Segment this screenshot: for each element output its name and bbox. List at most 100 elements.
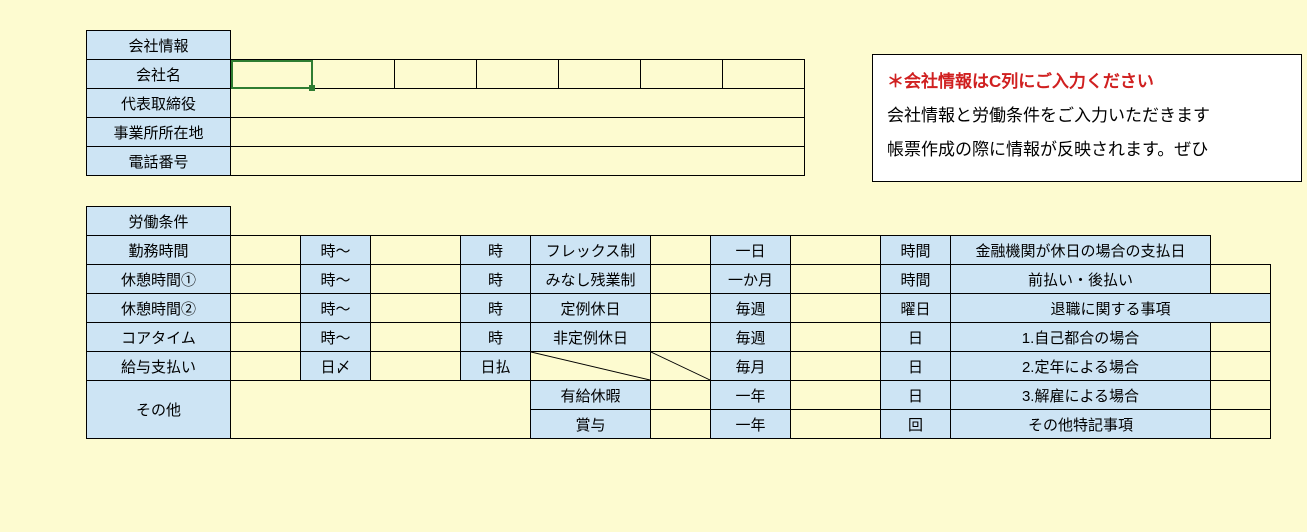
label-yearly2: 一年 [711,410,791,439]
label-month: 一か月 [711,265,791,294]
cell-wh-to[interactable] [371,236,461,265]
label-work-hours: 勤務時間 [87,236,231,265]
cell-b1-from[interactable] [231,265,301,294]
unit-days-2: 日 [881,352,951,381]
unit-days-1: 日 [881,323,951,352]
cell-monthly[interactable] [791,352,881,381]
cell-paidleave[interactable] [651,381,711,410]
unit-hto-1: 時 [461,236,531,265]
unit-hto-3: 時 [461,294,531,323]
cell-prepost[interactable] [1211,265,1271,294]
cell-b2-to[interactable] [371,294,461,323]
cell-irroff[interactable] [651,323,711,352]
note-line3: 帳票作成の際に情報が反映されます。ぜひ [887,133,1287,167]
cell-phone[interactable] [231,147,805,176]
unit-days-3: 日 [881,381,951,410]
label-deemed: みなし残業制 [531,265,651,294]
cell-r2[interactable] [1211,352,1271,381]
cell-c5[interactable] [559,60,641,89]
row-break2: 休憩時間② 時～ 時 定例休日 毎週 曜日 退職に関する事項 [87,294,1271,323]
cell-other-notes[interactable] [1211,410,1271,439]
unit-hfrom-1: 時～ [301,236,371,265]
cell-deemed[interactable] [651,265,711,294]
cell-pay-day[interactable] [371,352,461,381]
cell-weekly1[interactable] [791,294,881,323]
unit-dpay: 日払 [461,352,531,381]
cell-yearly1[interactable] [791,381,881,410]
cell-core-to[interactable] [371,323,461,352]
unit-hfrom-4: 時～ [301,323,371,352]
company-rows-table: 会社名 代表取締役 事業所所在地 電話番号 [86,59,805,176]
label-weekly2: 毎週 [711,323,791,352]
label-core: コアタイム [87,323,231,352]
label-break2: 休憩時間② [87,294,231,323]
label-other: その他 [87,381,231,439]
label-day: 一日 [711,236,791,265]
instruction-note: ＊会社情報はC列にご入力ください 会社情報と労働条件をご入力いただきます 帳票作… [872,54,1302,182]
cell-b2-from[interactable] [231,294,301,323]
cell-address[interactable] [231,118,805,147]
work-section-title-table: 労働条件 [86,206,231,236]
unit-weekday: 曜日 [881,294,951,323]
unit-hto-2: 時 [461,265,531,294]
unit-hfrom-2: 時～ [301,265,371,294]
label-weekly1: 毎週 [711,294,791,323]
cell-month[interactable] [791,265,881,294]
label-phone: 電話番号 [87,147,231,176]
row-break1: 休憩時間① 時～ 時 みなし残業制 一か月 時間 前払い・後払い [87,265,1271,294]
cell-wh-from[interactable] [231,236,301,265]
row-work-hours: 勤務時間 時～ 時 フレックス制 一日 時間 金融機関が休日の場合の支払日 [87,236,1271,265]
cell-c6[interactable] [641,60,723,89]
unit-dcut: 日〆 [301,352,371,381]
company-section-title: 会社情報 [87,31,231,60]
cell-b1-to[interactable] [371,265,461,294]
label-regoff: 定例休日 [531,294,651,323]
cell-c7[interactable] [723,60,805,89]
label-yearly1: 一年 [711,381,791,410]
label-bank-holiday: 金融機関が休日の場合の支払日 [951,236,1211,265]
unit-times: 回 [881,410,951,439]
label-r3: 3.解雇による場合 [951,381,1211,410]
cell-ceo[interactable] [231,89,805,118]
label-other-notes: その他特記事項 [951,410,1211,439]
label-bonus: 賞与 [531,410,651,439]
cell-other[interactable] [231,381,531,439]
cell-regoff[interactable] [651,294,711,323]
unit-hours-2: 時間 [881,265,951,294]
label-ceo: 代表取締役 [87,89,231,118]
cell-r1[interactable] [1211,323,1271,352]
cell-c3[interactable] [395,60,477,89]
label-retire: 退職に関する事項 [951,294,1271,323]
unit-hfrom-3: 時～ [301,294,371,323]
unit-hours-1: 時間 [881,236,951,265]
label-prepost: 前払い・後払い [951,265,1211,294]
cell-core-from[interactable] [231,323,301,352]
work-conditions-table: 勤務時間 時～ 時 フレックス制 一日 時間 金融機関が休日の場合の支払日 休憩… [86,235,1271,439]
cell-c4[interactable] [477,60,559,89]
label-address: 事業所所在地 [87,118,231,147]
label-r2: 2.定年による場合 [951,352,1211,381]
cell-flex[interactable] [651,236,711,265]
label-flex: フレックス制 [531,236,651,265]
label-monthly: 毎月 [711,352,791,381]
unit-hto-4: 時 [461,323,531,352]
cell-pay-cut[interactable] [231,352,301,381]
cell-diag-2 [651,352,711,381]
cell-diag-1 [531,352,651,381]
label-break1: 休憩時間① [87,265,231,294]
label-r1: 1.自己都合の場合 [951,323,1211,352]
cell-day[interactable] [791,236,881,265]
cell-c2[interactable] [313,60,395,89]
cell-r3[interactable] [1211,381,1271,410]
row-core: コアタイム 時～ 時 非定例休日 毎週 日 1.自己都合の場合 [87,323,1271,352]
label-paidleave: 有給休暇 [531,381,651,410]
cell-company-name[interactable] [231,60,313,89]
note-line2: 会社情報と労働条件をご入力いただきます [887,99,1287,133]
label-pay: 給与支払い [87,352,231,381]
label-company-name: 会社名 [87,60,231,89]
cell-bonus[interactable] [651,410,711,439]
cell-yearly2[interactable] [791,410,881,439]
company-info-table: 会社情報 [86,30,231,60]
note-line1: ＊会社情報はC列にご入力ください [887,65,1287,99]
cell-weekly2[interactable] [791,323,881,352]
